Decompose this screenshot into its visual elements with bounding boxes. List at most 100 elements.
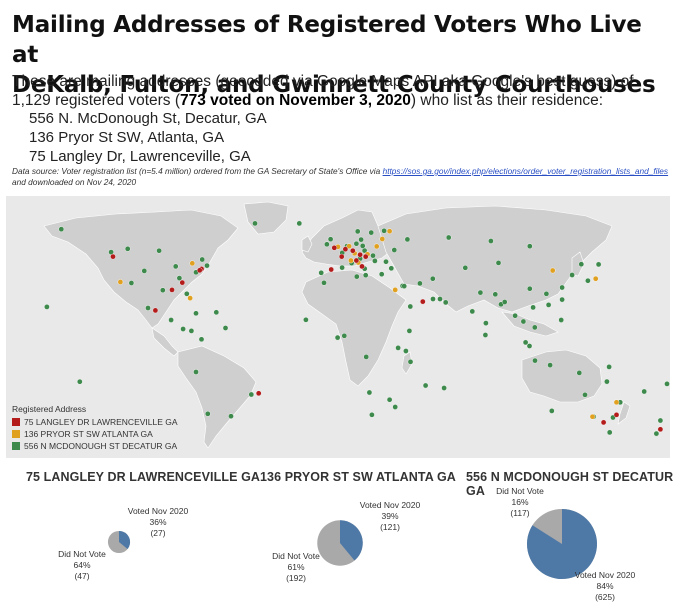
land-south-america: [177, 345, 257, 449]
legend-item-lawrenceville: 75 LANGLEY DR LAWRENCEVILLE GA: [12, 416, 178, 428]
map-point-decatur: [404, 236, 411, 243]
map-point-decatur: [362, 272, 369, 278]
not-voted-pct: 64%: [73, 560, 91, 570]
map-point-decatur: [657, 417, 664, 424]
source-link[interactable]: https://sos.ga.gov/index.php/elections/o…: [382, 166, 669, 176]
map-point-decatur: [222, 325, 229, 331]
map-point-lawrenceville: [196, 267, 203, 274]
map-point-lawrenceville: [657, 426, 664, 433]
legend-item-decatur: 556 N MCDONOUGH ST DECATUR GA: [12, 440, 178, 452]
map-point-decatur: [445, 234, 452, 241]
map-point-decatur: [353, 273, 360, 280]
map-point-decatur: [213, 309, 220, 316]
world-map-canvas: [43, 201, 670, 449]
address-lawrenceville: 75 Langley Dr, Lawrenceville, GA: [29, 148, 251, 165]
voter-address-points: [44, 220, 670, 437]
map-point-decatur: [339, 264, 345, 271]
map-point-decatur: [354, 228, 361, 235]
pie-title-pryor: 136 PRYOR ST SW ATLANTA GA: [260, 470, 456, 484]
map-point-decatur: [321, 280, 327, 286]
voted-pct: 36%: [149, 517, 167, 527]
map-point-lawrenceville: [349, 247, 356, 254]
map-point-lawrenceville: [328, 266, 335, 273]
map-point-decatur: [318, 270, 325, 276]
pie-title-lawrenceville: 75 LANGLEY DR LAWRENCEVILLE GA: [26, 470, 261, 484]
map-point-lawrenceville: [169, 287, 175, 293]
land-masses: [43, 201, 631, 449]
title-line-1: Mailing Addresses of Registered Voters W…: [12, 12, 642, 68]
map-point-decatur: [388, 265, 395, 272]
not-voted-label: Did Not Vote: [272, 551, 320, 561]
legend-swatch-pryor: [12, 430, 20, 438]
land-africa: [301, 269, 407, 387]
world-map: [6, 196, 670, 458]
map-point-decatur: [403, 348, 409, 354]
map-point-decatur: [341, 332, 348, 339]
map-point-decatur: [543, 291, 550, 297]
map-point-decatur: [606, 364, 612, 370]
legend-swatch-lawrenceville: [12, 418, 20, 426]
map-point-decatur: [141, 268, 148, 274]
pie-label-voted-lawrenceville: Voted Nov 2020 36% (27): [124, 506, 192, 539]
map-point-decatur: [386, 396, 393, 403]
map-point-decatur: [228, 413, 234, 419]
map-point-decatur: [391, 247, 398, 253]
map-point-decatur: [327, 236, 334, 243]
pie-label-notvoted-decatur: Did Not Vote 16% (117): [488, 486, 552, 519]
map-point-pryor: [187, 295, 193, 301]
legend-label-decatur: 556 N MCDONOUGH ST DECATUR GA: [24, 441, 178, 451]
not-voted-count: (192): [286, 573, 306, 583]
map-point-lawrenceville: [338, 253, 345, 260]
land-greenland: [243, 201, 289, 235]
voted-label: Voted Nov 2020: [574, 570, 636, 580]
map-point-decatur: [156, 247, 162, 254]
map-point-pryor: [379, 236, 386, 242]
map-point-decatur: [501, 299, 508, 305]
map-point-decatur: [526, 343, 533, 349]
map-point-decatur: [159, 287, 166, 293]
map-point-pryor: [373, 243, 380, 250]
map-point-decatur: [359, 243, 366, 249]
map-point-decatur: [441, 385, 447, 391]
map-point-lawrenceville: [255, 390, 262, 397]
map-point-decatur: [366, 389, 373, 396]
map-point-pryor: [392, 287, 399, 293]
subtitle-text-end: ) who list as their residence:: [410, 92, 604, 109]
map-point-decatur: [193, 310, 199, 317]
map-point-decatur: [530, 304, 536, 311]
land-central-america: [151, 327, 179, 357]
page-title: Mailing Addresses of Registered Voters W…: [12, 10, 672, 100]
map-point-decatur: [477, 289, 484, 296]
land-madagascar: [401, 351, 413, 375]
land-australia: [521, 349, 603, 403]
map-point-lawrenceville: [362, 253, 369, 260]
map-point-decatur: [595, 261, 602, 268]
map-point-lawrenceville: [179, 279, 186, 286]
map-point-decatur: [183, 291, 190, 297]
land-british-isles: [301, 235, 313, 253]
map-point-decatur: [128, 280, 135, 286]
map-point-decatur: [641, 388, 648, 395]
map-point-decatur: [363, 354, 370, 360]
map-point-decatur: [407, 303, 414, 310]
pie-title-decatur: 556 N MCDONOUGH ST DECATUR GA: [466, 470, 674, 498]
not-voted-pct: 61%: [287, 562, 305, 572]
map-point-decatur: [422, 382, 429, 389]
map-point-decatur: [559, 284, 565, 291]
map-point-lawrenceville: [353, 257, 360, 264]
map-point-decatur: [488, 238, 494, 244]
map-point-decatur: [199, 256, 205, 263]
not-voted-count: (117): [510, 508, 530, 518]
map-point-decatur: [429, 275, 436, 282]
map-point-decatur: [248, 391, 255, 398]
map-point-decatur: [369, 411, 375, 418]
voted-count-highlight: 773 voted on November 3, 2020: [180, 92, 411, 109]
map-point-decatur: [558, 317, 565, 323]
map-point-decatur: [582, 391, 588, 398]
address-decatur: 556 N. McDonough St, Decatur, GA: [29, 110, 267, 127]
map-point-decatur: [44, 304, 50, 310]
not-voted-label: Did Not Vote: [496, 486, 544, 496]
map-point-decatur: [462, 265, 469, 271]
legend: Registered Address 75 LANGLEY DR LAWRENC…: [12, 404, 178, 452]
map-point-lawrenceville: [110, 253, 116, 260]
